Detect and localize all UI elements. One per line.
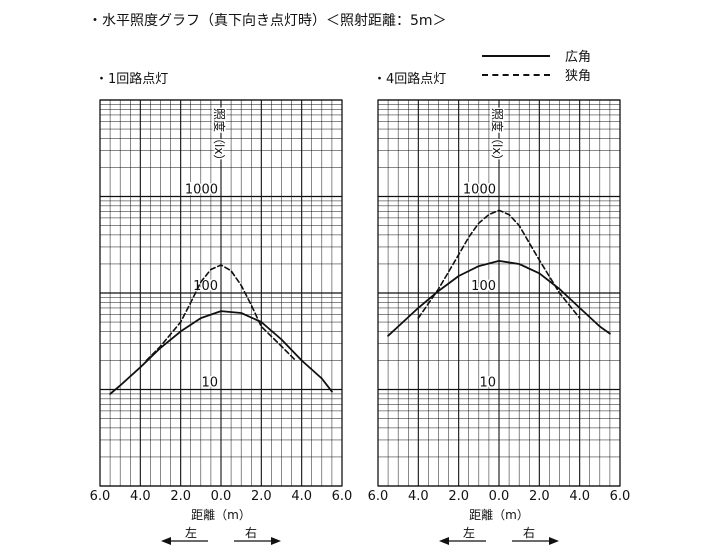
series-narrow-line bbox=[417, 209, 581, 319]
legend-wide-label: 広角 bbox=[565, 50, 592, 65]
x-axis-label: 距離（m） bbox=[191, 508, 251, 522]
direction-left-label: 左 bbox=[463, 525, 475, 540]
y-tick-label: 1000 bbox=[185, 183, 218, 198]
x-tick-label: 2.0 bbox=[170, 489, 191, 504]
x-tick-label: 6.0 bbox=[610, 489, 631, 504]
arrow-left-head bbox=[439, 537, 449, 545]
x-tick-label: 4.0 bbox=[569, 489, 590, 504]
x-tick-label: 2.0 bbox=[251, 489, 272, 504]
x-tick-label: 2.0 bbox=[529, 489, 550, 504]
y-axis-label: 照度（lx） bbox=[490, 108, 505, 166]
x-tick-label: 6.0 bbox=[368, 489, 389, 504]
x-tick-label: 0.0 bbox=[211, 489, 232, 504]
x-tick-label: 4.0 bbox=[291, 489, 312, 504]
x-tick-label: 0.0 bbox=[489, 489, 510, 504]
direction-left-label: 左 bbox=[185, 525, 197, 540]
arrow-right-head bbox=[549, 537, 559, 545]
y-tick-label: 10 bbox=[479, 376, 496, 391]
arrow-right-head bbox=[271, 537, 281, 545]
series-wide-line bbox=[109, 310, 333, 395]
direction-right-label: 右 bbox=[523, 525, 535, 540]
legend-wide-swatch bbox=[482, 55, 550, 57]
y-tick-label: 10 bbox=[201, 376, 218, 391]
x-tick-label: 4.0 bbox=[130, 489, 151, 504]
legend-narrow-label: 狭角 bbox=[565, 69, 592, 84]
y-tick-label: 100 bbox=[193, 279, 218, 294]
plot-frame bbox=[377, 99, 621, 487]
plot-frame bbox=[99, 99, 343, 487]
direction-right-label: 右 bbox=[245, 525, 257, 540]
chart-2-title: ・4回路点灯 bbox=[373, 72, 447, 87]
arrow-left-head bbox=[161, 537, 171, 545]
chart-1-title: ・1回路点灯 bbox=[95, 72, 169, 87]
x-tick-label: 6.0 bbox=[90, 489, 111, 504]
y-tick-label: 100 bbox=[471, 279, 496, 294]
x-tick-label: 6.0 bbox=[332, 489, 353, 504]
x-axis-label: 距離（m） bbox=[469, 508, 529, 522]
page-title: ・水平照度グラフ（真下向き点灯時）＜照射距離：5m＞ bbox=[88, 13, 447, 29]
y-tick-label: 1000 bbox=[463, 183, 496, 198]
x-tick-label: 4.0 bbox=[408, 489, 429, 504]
y-axis-label: 照度（lx） bbox=[212, 108, 227, 166]
x-tick-label: 2.0 bbox=[448, 489, 469, 504]
series-narrow-line bbox=[145, 264, 297, 362]
series-wide-line bbox=[387, 259, 611, 337]
legend-narrow-swatch bbox=[482, 74, 550, 76]
